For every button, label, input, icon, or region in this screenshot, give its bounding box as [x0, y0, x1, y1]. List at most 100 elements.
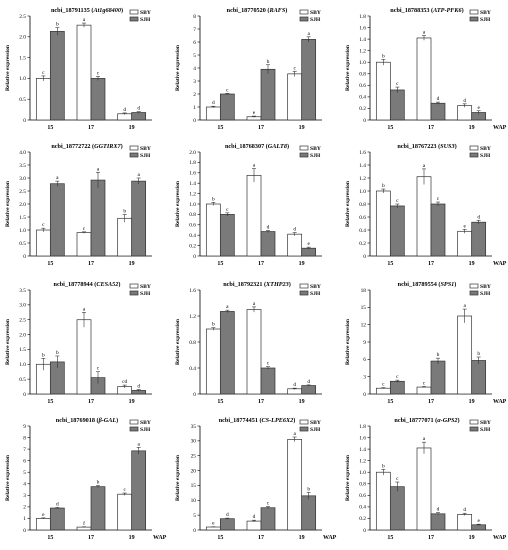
significance-letter: e: [42, 512, 45, 518]
bar-sby: [287, 233, 303, 257]
y-tick-label: 9: [23, 424, 26, 430]
y-tick-label: 3.0: [19, 303, 26, 309]
y-axis-label: Relative expression: [175, 180, 181, 227]
y-tick-label: 1.2: [189, 314, 196, 320]
y-tick-label: 7: [23, 447, 26, 453]
significance-letter: c: [396, 81, 399, 87]
panel-title: ncbi_18791135 (At1g68400): [51, 7, 123, 14]
y-tick-label: 1.5: [19, 215, 26, 221]
significance-letter: d: [267, 225, 270, 231]
bar-sjh: [219, 93, 235, 121]
significance-letter: b: [267, 59, 270, 65]
significance-letter: c: [396, 374, 399, 380]
y-tick-label: 5: [23, 470, 26, 476]
title-prefix: ncbi_18769018 (: [56, 417, 99, 424]
y-tick-label: 1.5: [19, 55, 26, 61]
bar-sjh: [430, 102, 446, 121]
y-tick-label: 0.4: [359, 228, 366, 234]
significance-letter: a: [293, 431, 296, 437]
y-tick-label: 3: [23, 493, 26, 499]
legend-swatch-sjh: [299, 290, 309, 296]
y-tick-label: 9: [363, 340, 366, 346]
bar-sjh: [389, 89, 405, 121]
legend-label-sjh: SJH: [480, 427, 491, 433]
y-tick-label: 1.0: [19, 76, 26, 82]
x-tick-label: 15: [47, 261, 53, 267]
y-tick-label: 0.2: [189, 243, 196, 249]
bar-sjh: [131, 180, 147, 257]
y-axis-label: Relative expression: [345, 44, 351, 91]
bar-sby: [117, 217, 133, 257]
bar-sby: [76, 24, 92, 121]
y-tick-label: 1.8: [189, 160, 196, 166]
legend-swatch-sjh: [469, 152, 479, 158]
significance-letter: a: [423, 163, 426, 169]
significance-letter: d: [212, 100, 215, 106]
bar-sby: [246, 520, 262, 531]
y-tick-label: 1.4: [189, 181, 196, 187]
significance-letter: b: [437, 352, 440, 358]
y-tick-label: 20: [191, 468, 197, 474]
bar-sjh: [389, 205, 405, 257]
bar-sby: [76, 526, 92, 531]
bar-sjh: [430, 203, 446, 257]
bar-sjh: [471, 524, 487, 531]
title-prefix: ncbi_18774451 (: [219, 417, 262, 424]
bar-sby: [457, 230, 473, 257]
panel-title: ncbi_18788353 (ATP-PFK6): [390, 7, 463, 14]
y-tick-label: 0.8: [359, 72, 366, 78]
legend-label-sby: SBY: [140, 420, 151, 426]
bar-sby: [35, 229, 51, 257]
bar-sby: [457, 105, 473, 121]
y-tick-label: 0.8: [189, 340, 196, 346]
significance-letter: c: [293, 65, 296, 71]
title-suffix: ): [458, 417, 460, 424]
x-axis-unit-label: WAP: [493, 399, 507, 405]
bar-sby: [205, 328, 221, 395]
legend-label-sjh: SJH: [140, 153, 151, 159]
bar-sjh: [301, 39, 317, 121]
y-tick-label: 0.2: [359, 106, 366, 112]
y-tick-label: 1.4: [359, 163, 366, 169]
x-tick-label: 15: [47, 125, 53, 131]
significance-letter: d: [437, 507, 440, 513]
y-tick-label: 0: [363, 392, 366, 398]
bar-sjh: [430, 513, 446, 531]
significance-letter: c: [437, 196, 440, 202]
title-prefix: ncbi_18791135 (: [51, 7, 93, 14]
bar-sjh: [389, 380, 405, 395]
legend-swatch-sby: [129, 145, 139, 151]
legend-label-sby: SBY: [310, 420, 321, 426]
significance-letter: e: [463, 223, 466, 229]
x-tick-label: 19: [129, 399, 135, 405]
x-axis-unit-label: WAP: [493, 535, 507, 541]
bar-sby: [416, 447, 432, 531]
significance-letter: e: [307, 241, 310, 247]
legend-label-sby: SBY: [480, 284, 491, 290]
significance-letter: d: [437, 96, 440, 102]
y-tick-label: 0.4: [189, 233, 196, 239]
bar-sby: [35, 518, 51, 531]
bar-sby: [117, 493, 133, 531]
bar-sjh: [219, 518, 235, 531]
bar-sjh: [90, 78, 106, 121]
y-tick-label: 1.8: [359, 14, 366, 20]
legend-swatch-sby: [469, 145, 479, 151]
legend-label-sby: SBY: [310, 146, 321, 152]
panel-title: ncbi_18769018 (β-GAL): [56, 417, 118, 424]
bar-sjh: [301, 495, 317, 531]
y-tick-label: 18: [361, 288, 367, 294]
significance-letter: b: [307, 486, 310, 492]
y-tick-label: 3: [363, 374, 366, 380]
y-tick-label: 7: [193, 27, 196, 33]
bar-sby: [205, 106, 221, 121]
title-gene: At1g68400: [92, 7, 121, 14]
legend-swatch-sby: [129, 9, 139, 15]
x-tick-label: 15: [217, 261, 223, 267]
x-tick-label: 15: [47, 399, 53, 405]
legend-label-sjh: SJH: [480, 153, 491, 159]
y-tick-label: 1.2: [359, 176, 366, 182]
